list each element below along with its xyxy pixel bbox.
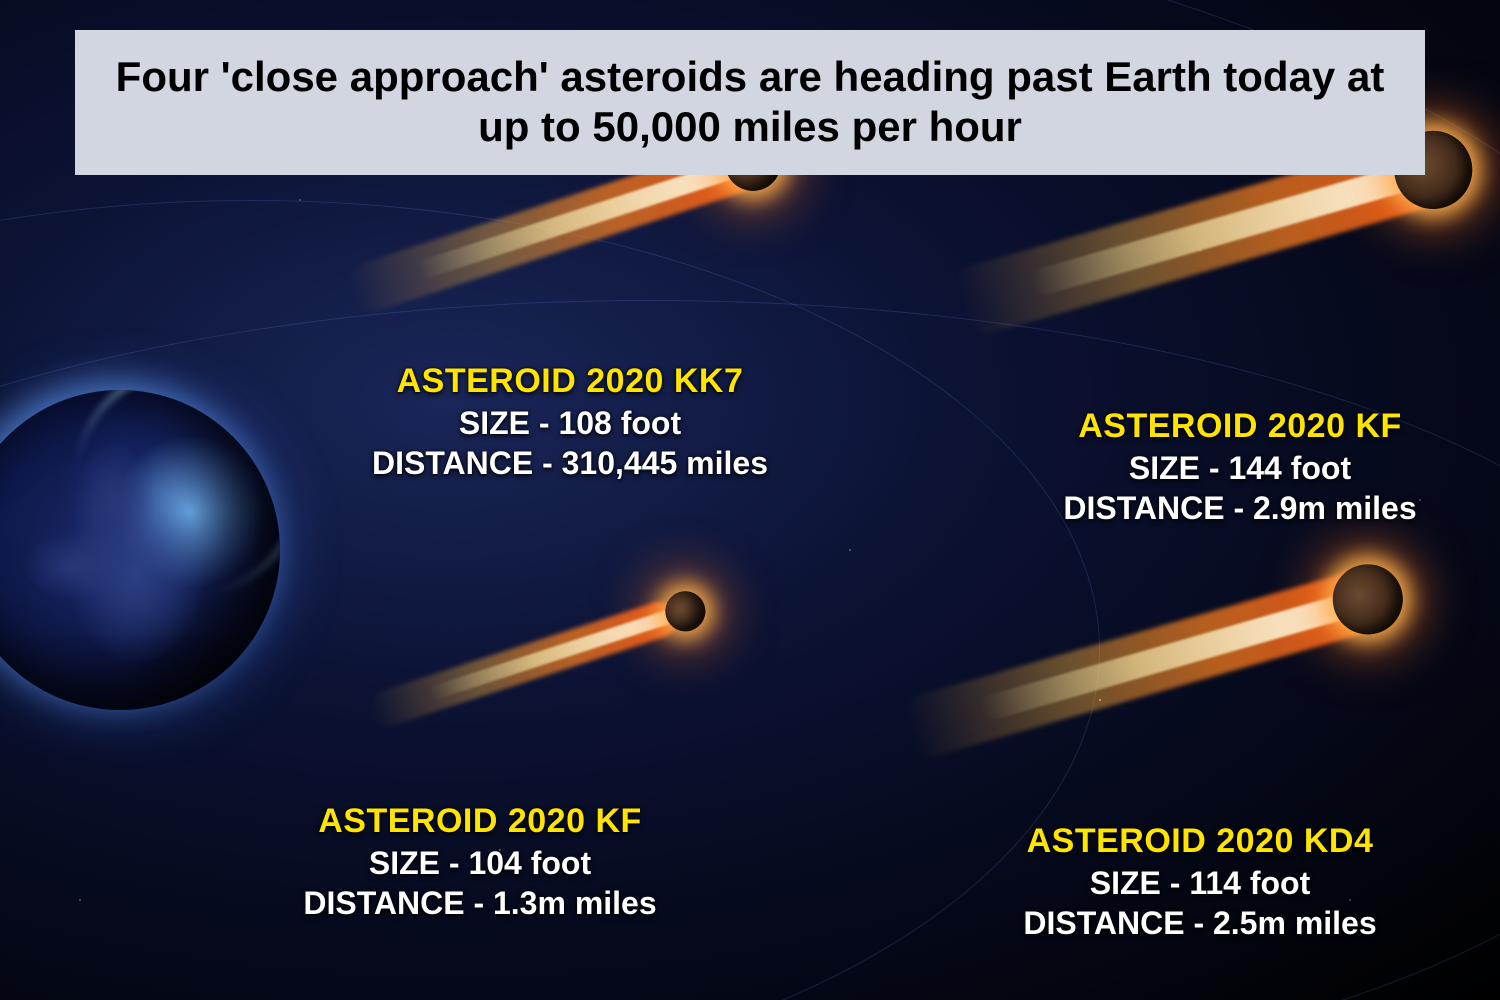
asteroid-distance: DISTANCE - 2.5m miles xyxy=(960,903,1440,943)
headline-text: Four 'close approach' asteroids are head… xyxy=(116,53,1385,150)
asteroid-size: SIZE - 114 foot xyxy=(960,863,1440,903)
asteroid-size: SIZE - 144 foot xyxy=(1020,448,1460,488)
asteroid-distance: DISTANCE - 1.3m miles xyxy=(250,883,710,923)
asteroid-name: ASTEROID 2020 KF xyxy=(1020,405,1460,448)
asteroid-size: SIZE - 104 foot xyxy=(250,843,710,883)
asteroid-name: ASTEROID 2020 KK7 xyxy=(310,360,830,403)
asteroid-distance: DISTANCE - 310,445 miles xyxy=(310,443,830,483)
asteroid-label-kk7: ASTEROID 2020 KK7SIZE - 108 footDISTANCE… xyxy=(310,360,830,483)
asteroid-size: SIZE - 108 foot xyxy=(310,403,830,443)
asteroid-name: ASTEROID 2020 KF xyxy=(250,800,710,843)
headline-box: Four 'close approach' asteroids are head… xyxy=(75,30,1425,175)
asteroid-label-kf-bottom: ASTEROID 2020 KFSIZE - 104 footDISTANCE … xyxy=(250,800,710,923)
asteroid-label-kd4: ASTEROID 2020 KD4SIZE - 114 footDISTANCE… xyxy=(960,820,1440,943)
asteroid-name: ASTEROID 2020 KD4 xyxy=(960,820,1440,863)
asteroid-distance: DISTANCE - 2.9m miles xyxy=(1020,488,1460,528)
asteroid-label-kf-top: ASTEROID 2020 KFSIZE - 144 footDISTANCE … xyxy=(1020,405,1460,528)
earth-icon xyxy=(0,390,280,710)
